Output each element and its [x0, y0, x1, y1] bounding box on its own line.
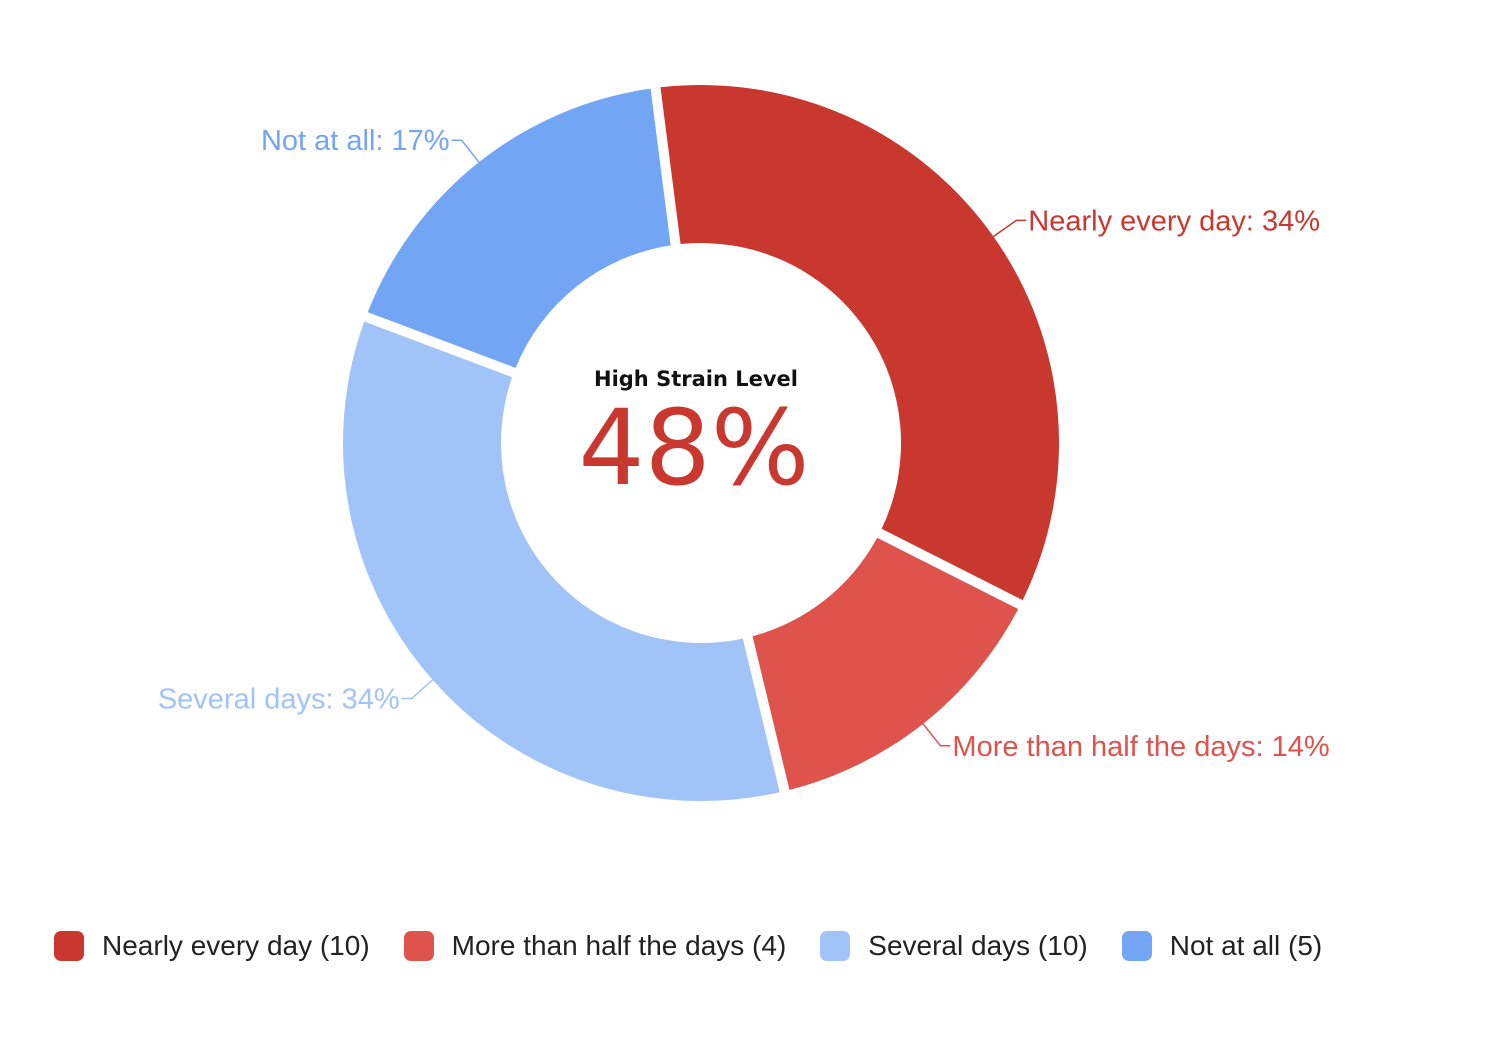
slice-more-than-half-the-days[interactable]	[752, 537, 1019, 790]
donut-chart-canvas: Nearly every day: 34% More than half the …	[158, 84, 1330, 801]
leader-line-nearly-every-day	[992, 219, 1027, 238]
slice-not-at-all[interactable]	[367, 88, 671, 368]
legend-item-not-at-all[interactable]: Not at all (5)	[1121, 930, 1323, 962]
leader-line-more-than-half-the-days	[922, 723, 951, 747]
legend-swatch-nearly-every-day	[54, 931, 84, 961]
slices-layer	[342, 84, 1059, 801]
legend-swatch-several-days	[820, 931, 851, 961]
center-caption: High Strain Level	[594, 367, 798, 391]
legend-item-several-days[interactable]: Several days (10)	[820, 930, 1088, 962]
slice-label-more-than-half-the-days: More than half the days: 14%	[952, 731, 1329, 763]
legend-label-nearly-every-day: Nearly every day (10)	[102, 930, 370, 961]
legend-label-more-than-half-the-days: More than half the days (4)	[451, 930, 787, 961]
leader-lines-layer	[401, 139, 1027, 747]
legend-swatch-more-than-half-the-days	[403, 931, 434, 961]
slice-labels-layer: Nearly every day: 34% More than half the …	[158, 125, 1330, 763]
slice-several-days[interactable]	[342, 321, 780, 801]
center-value: 48%	[578, 387, 809, 509]
slice-label-nearly-every-day: Nearly every day: 34%	[1028, 205, 1320, 237]
leader-line-not-at-all	[451, 139, 480, 163]
legend-label-not-at-all: Not at all (5)	[1169, 930, 1323, 961]
leader-line-several-days	[401, 679, 434, 700]
legend-swatch-not-at-all	[1121, 931, 1152, 961]
slice-label-several-days: Several days: 34%	[158, 683, 400, 715]
legend-label-several-days: Several days (10)	[868, 930, 1088, 961]
legend-item-nearly-every-day[interactable]: Nearly every day (10)	[54, 930, 370, 962]
legend: Nearly every day (10) More than half the …	[54, 930, 1322, 962]
legend-item-more-than-half-the-days[interactable]: More than half the days (4)	[403, 930, 787, 962]
slice-nearly-every-day[interactable]	[660, 84, 1059, 601]
slice-label-not-at-all: Not at all: 17%	[261, 125, 450, 157]
